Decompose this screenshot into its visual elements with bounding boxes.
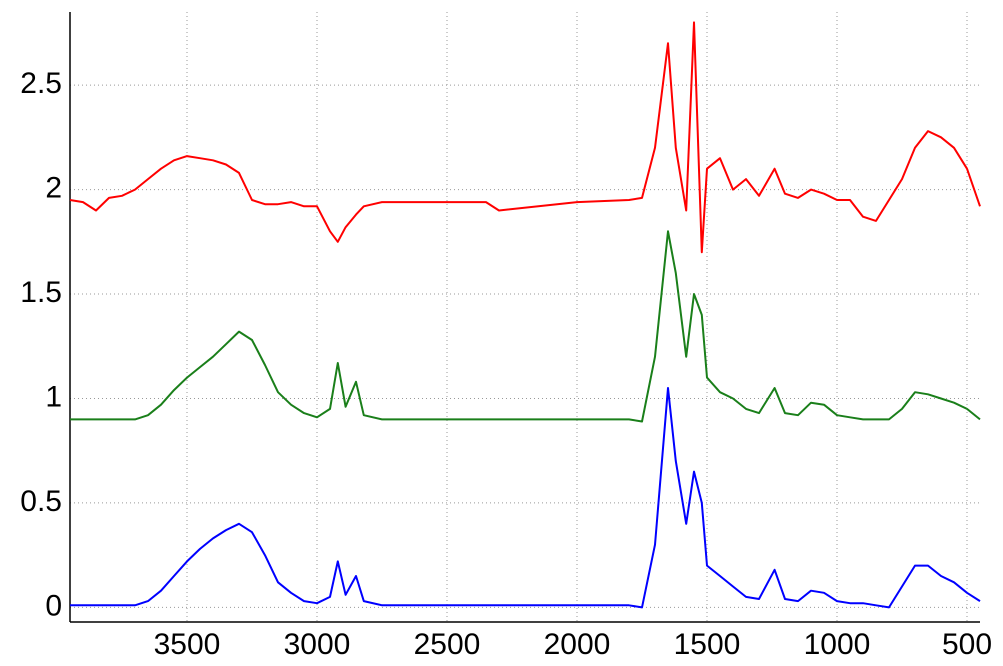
y-tick-label: 0.5 xyxy=(20,485,62,518)
x-tick-label: 500 xyxy=(942,628,992,661)
y-tick-label: 1.5 xyxy=(20,276,62,309)
x-tick-label: 1500 xyxy=(674,628,741,661)
x-tick-label: 2000 xyxy=(544,628,611,661)
series-line xyxy=(69,21,981,254)
y-tick-label: 2 xyxy=(45,171,62,204)
x-tick-label: 3000 xyxy=(284,628,351,661)
y-tick-label: 1 xyxy=(45,380,62,413)
series-line xyxy=(70,387,981,609)
x-tick-label: 2500 xyxy=(414,628,481,661)
series-line xyxy=(70,230,981,423)
x-tick-label: 1000 xyxy=(804,628,871,661)
x-tick-label: 3500 xyxy=(154,628,221,661)
y-tick-label: 0 xyxy=(45,589,62,622)
y-tick-label: 2.5 xyxy=(20,67,62,100)
